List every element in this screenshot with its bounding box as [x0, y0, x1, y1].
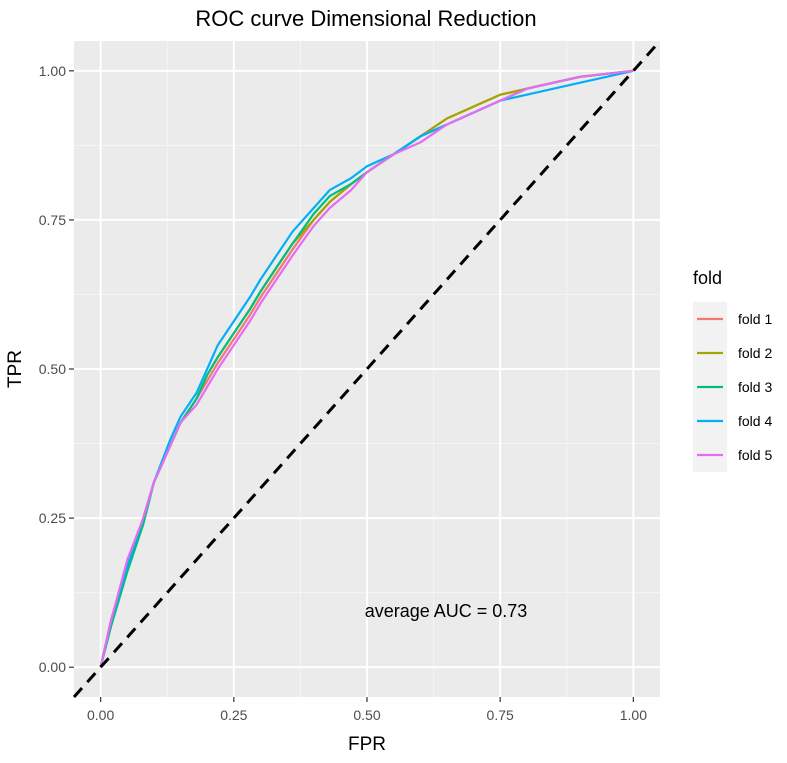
y-tick-label: 0.50: [39, 361, 66, 377]
auc-annotation: average AUC = 0.73: [365, 601, 528, 621]
legend-label: fold 2: [738, 345, 772, 361]
legend-label: fold 1: [738, 311, 772, 327]
x-axis-title: FPR: [348, 734, 386, 755]
x-tick-label: 1.00: [620, 707, 647, 723]
y-axis-ticks: 0.00 0.25 0.50 0.75 1.00: [39, 63, 74, 675]
roc-curve-fold-5: [99, 69, 634, 668]
roc-curve-fold-4: [99, 69, 634, 668]
y-tick-label: 0.00: [39, 659, 66, 675]
diagonal-reference-line: [72, 40, 662, 698]
legend-label: fold 4: [738, 413, 772, 429]
legend-label: fold 3: [738, 379, 772, 395]
x-tick-label: 0.75: [487, 707, 514, 723]
major-gridlines: [74, 41, 660, 697]
y-tick-label: 0.25: [39, 510, 66, 526]
legend-items: fold 1 fold 2 fold 3 fold 4 fold 5: [693, 302, 772, 472]
roc-curves: [99, 69, 634, 668]
chart-title: ROC curve Dimensional Reduction: [195, 6, 536, 31]
x-tick-label: 0.50: [353, 707, 380, 723]
legend-label: fold 5: [738, 447, 772, 463]
x-tick-label: 0.25: [220, 707, 247, 723]
legend-title: fold: [693, 268, 722, 288]
y-tick-label: 1.00: [39, 63, 66, 79]
legend: fold fold 1 fold 2 fold 3 fold 4 fold 5: [693, 268, 772, 472]
y-axis-title: TPR: [5, 350, 26, 388]
x-axis-ticks: 0.00 0.25 0.50 0.75 1.00: [87, 697, 647, 723]
x-tick-label: 0.00: [87, 707, 114, 723]
y-tick-label: 0.75: [39, 212, 66, 228]
